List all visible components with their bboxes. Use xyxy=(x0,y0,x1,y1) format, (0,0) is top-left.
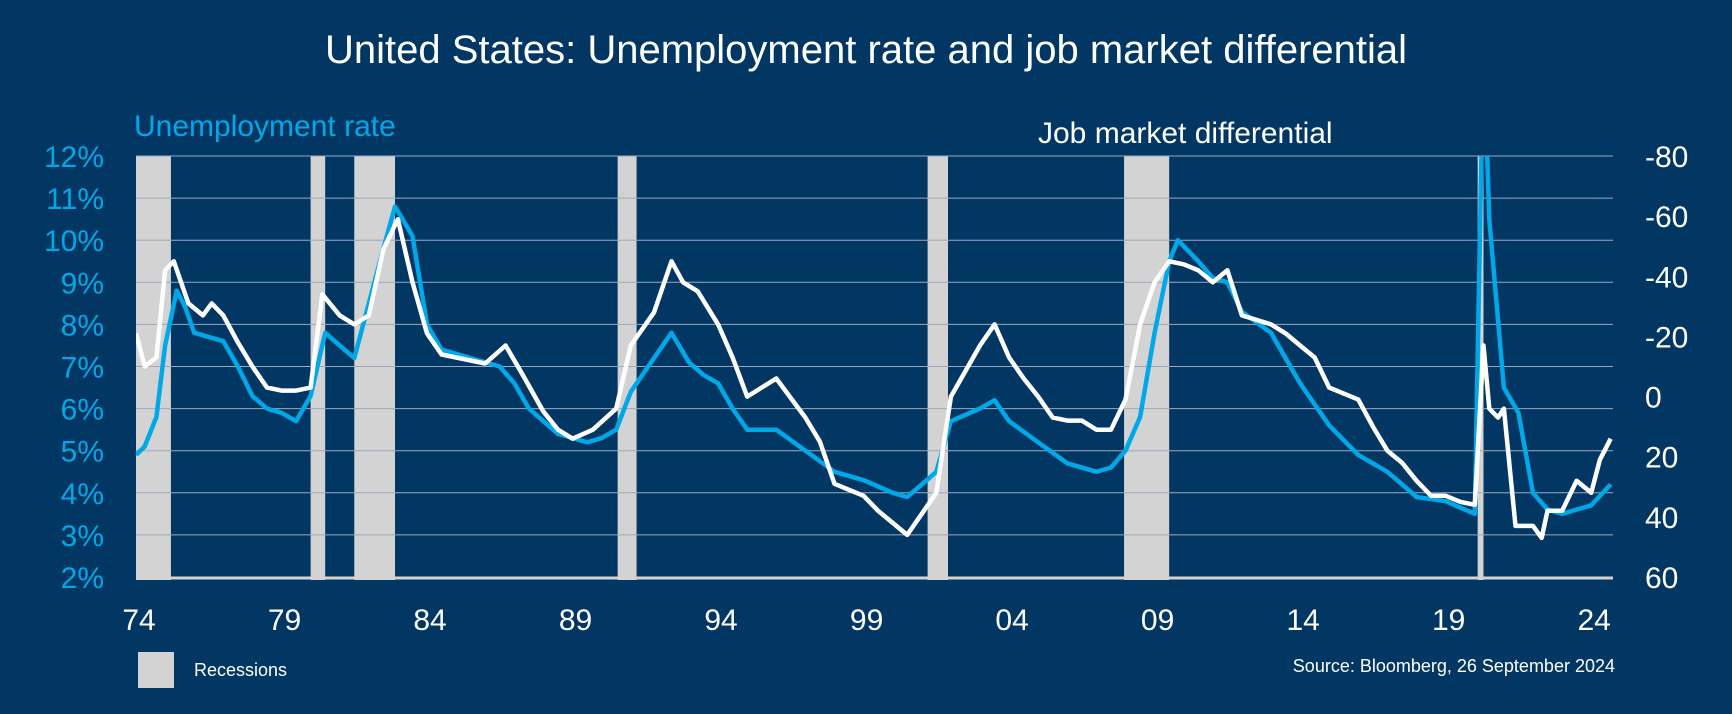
x-tick-label: 79 xyxy=(268,604,301,637)
right-tick-label: 40 xyxy=(1645,502,1678,535)
recession-band xyxy=(927,156,948,580)
legend-label-recessions: Recessions xyxy=(194,659,288,680)
left-axis-label: Unemployment rate xyxy=(134,110,396,143)
job-market-differential-line xyxy=(136,216,1613,541)
left-tick-label: 9% xyxy=(61,267,104,300)
right-axis-label: Job market differential xyxy=(1038,117,1333,150)
chart-title: United States: Unemployment rate and job… xyxy=(324,28,1408,72)
x-tick-label: 94 xyxy=(704,604,737,637)
left-tick-label: 7% xyxy=(61,352,104,385)
right-tick-label: -20 xyxy=(1645,321,1688,354)
unemployment-rate-line xyxy=(136,156,1613,517)
left-tick-label: 4% xyxy=(61,478,104,511)
right-tick-label: -80 xyxy=(1645,141,1688,174)
x-tick-label: 74 xyxy=(122,604,155,637)
left-tick-label: 10% xyxy=(44,225,104,258)
recession-band xyxy=(354,156,396,580)
left-tick-label: 3% xyxy=(61,520,104,553)
right-tick-label: 0 xyxy=(1645,382,1662,415)
left-tick-label: 8% xyxy=(61,309,104,342)
x-tick-label: 14 xyxy=(1286,604,1319,637)
right-tick-label: -60 xyxy=(1645,201,1688,234)
x-tick-label: 99 xyxy=(850,604,883,637)
recession-swatch xyxy=(138,652,174,688)
left-tick-label: 6% xyxy=(61,394,104,427)
right-tick-label: -40 xyxy=(1645,261,1688,294)
left-tick-label: 5% xyxy=(61,436,104,469)
x-tick-label: 84 xyxy=(413,604,446,637)
right-tick-label: 20 xyxy=(1645,442,1678,475)
left-tick-label: 11% xyxy=(46,183,104,216)
x-tick-label: 24 xyxy=(1577,604,1610,637)
right-tick-label: 60 xyxy=(1645,562,1678,595)
x-tick-label: 09 xyxy=(1141,604,1174,637)
x-tick-label: 19 xyxy=(1432,604,1465,637)
left-tick-label: 12% xyxy=(44,141,104,174)
recession-band xyxy=(136,156,171,580)
legend: Recessions xyxy=(138,652,287,688)
left-tick-label: 2% xyxy=(61,562,104,595)
x-tick-label: 89 xyxy=(559,604,592,637)
source-note: Source: Bloomberg, 26 September 2024 xyxy=(1292,656,1615,676)
x-tick-label: 04 xyxy=(995,604,1028,637)
